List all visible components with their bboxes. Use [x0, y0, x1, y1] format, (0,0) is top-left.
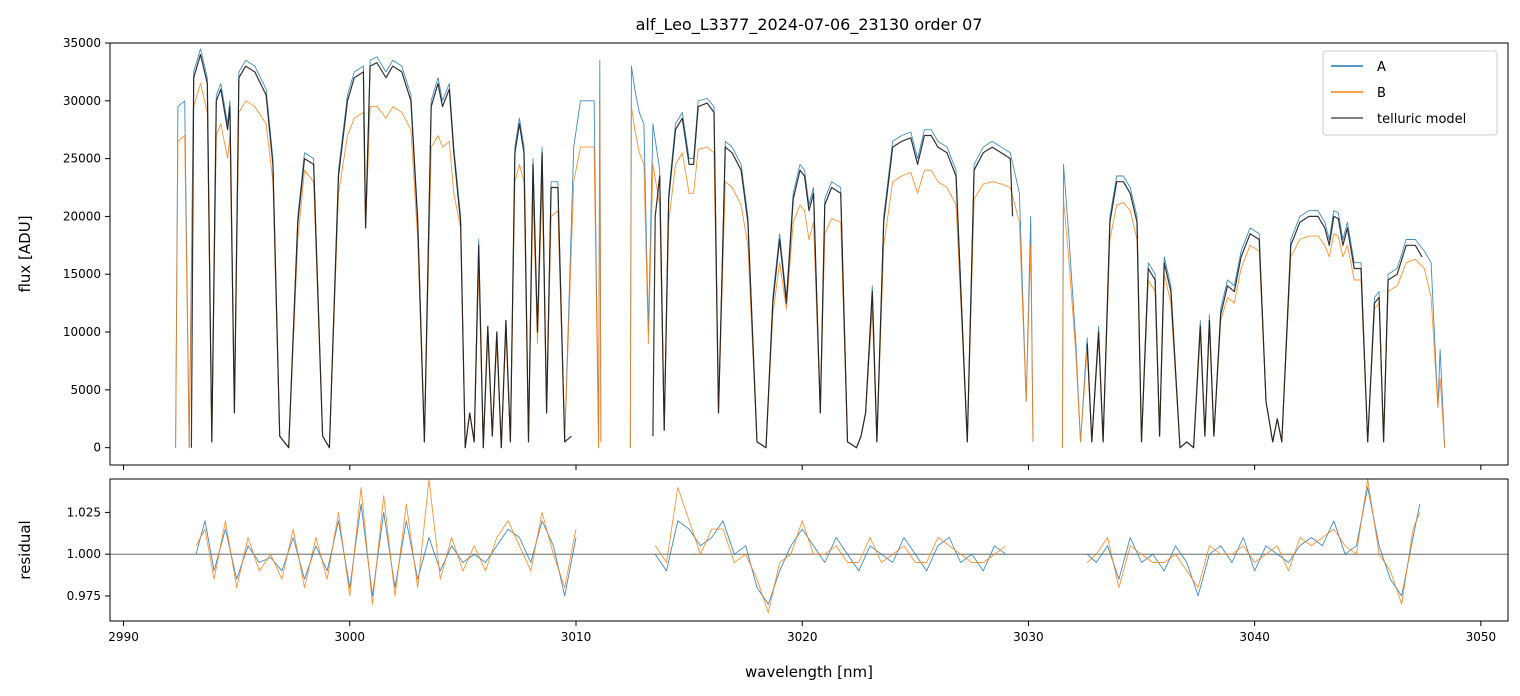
x-tick-label: 3010 — [561, 630, 592, 644]
residual-series-a-segment-3 — [1086, 486, 1421, 597]
residual-axes-frame — [109, 478, 1509, 622]
flux-y-tick-label: 25000 — [63, 152, 101, 166]
flux-y-axis-label: flux [ADU] — [16, 215, 34, 292]
flux-series-a-segment-3 — [1061, 163, 1446, 449]
residual-x-ticks: 2990 3000 3010 3020 3030 3040 3050 — [108, 621, 1496, 644]
legend-label-a: A — [1377, 60, 1386, 75]
flux-y-tick-label: 35000 — [63, 36, 101, 50]
legend: A B telluric model — [1322, 50, 1498, 136]
flux-y-tick-label: 10000 — [63, 325, 101, 339]
x-tick-label: 3000 — [335, 630, 366, 644]
residual-series-b-segment-3 — [1086, 479, 1421, 605]
residual-y-tick-label: 0.975 — [67, 589, 101, 603]
flux-series-telluric-model-segment-2 — [652, 102, 1014, 449]
legend-label-b: B — [1377, 86, 1386, 101]
residual-series-a-segment-1 — [195, 503, 577, 597]
residual-y-ticks: 0.975 1.000 1.025 — [67, 505, 110, 603]
residual-panel: 0.975 1.000 1.025 2990 3000 3010 3020 3030 3040… — [16, 478, 1509, 681]
flux-series-group — [175, 48, 1446, 449]
flux-panel: 0 5000 10000 15000 20000 25000 30000 35000 flux… — [16, 36, 1509, 470]
residual-series-group — [110, 479, 1508, 614]
chart-title: alf_Leo_L3377_2024-07-06_23130 order 07 — [636, 15, 983, 35]
flux-series-b-segment-3 — [1061, 198, 1446, 449]
flux-y-tick-label: 15000 — [63, 267, 101, 281]
flux-axes-frame — [109, 42, 1509, 466]
x-tick-label: 3040 — [1239, 630, 1270, 644]
x-tick-label: 2990 — [108, 630, 139, 644]
flux-y-tick-label: 20000 — [63, 209, 101, 223]
x-tick-label: 3030 — [1013, 630, 1044, 644]
x-axis-label: wavelength [nm] — [745, 663, 873, 681]
x-tick-label: 3020 — [787, 630, 818, 644]
flux-y-tick-label: 5000 — [70, 383, 101, 397]
residual-y-axis-label: residual — [16, 520, 34, 579]
residual-series-b-segment-2 — [654, 486, 1007, 614]
legend-frame — [1322, 50, 1498, 136]
flux-y-ticks: 0 5000 10000 15000 20000 25000 30000 35000 — [63, 36, 110, 455]
flux-x-ticks — [123, 465, 1482, 470]
x-tick-label: 3050 — [1466, 630, 1497, 644]
residual-y-tick-label: 1.000 — [67, 547, 101, 561]
legend-label-telluric: telluric model — [1377, 112, 1466, 127]
residual-y-tick-label: 1.025 — [67, 505, 101, 519]
residual-series-b-segment-1 — [195, 479, 577, 605]
flux-y-tick-label: 0 — [93, 441, 101, 455]
flux-series-telluric-model-segment-1 — [190, 53, 572, 449]
flux-series-telluric-model-segment-3 — [1086, 181, 1423, 449]
flux-y-tick-label: 30000 — [63, 94, 101, 108]
